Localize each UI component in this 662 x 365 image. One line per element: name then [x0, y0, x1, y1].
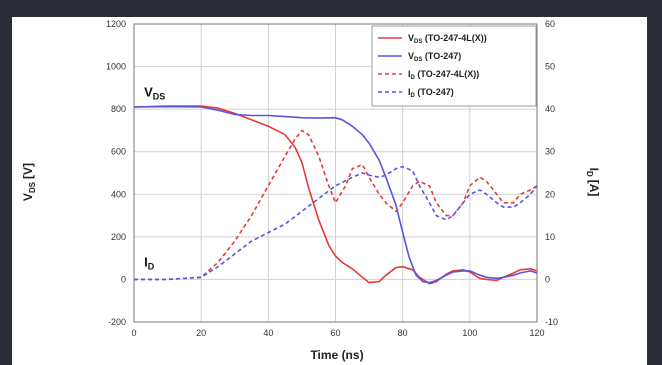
x-axis-label: Time (ns)	[310, 348, 363, 362]
y2-tick-label-4: 30	[545, 147, 555, 157]
legend-label-sub-3: D	[411, 93, 416, 99]
legend-label-rest-3: (TO-247)	[415, 87, 454, 97]
y-tick-label-3: 400	[111, 189, 126, 199]
chart-panel: 0 20 40 60 80 100 120 -200 0 200 400 600 800 1000 1200…	[12, 17, 647, 365]
legend-label-sub-1: DS	[414, 57, 422, 63]
axes	[133, 23, 538, 323]
x-tick-label-3: 60	[330, 328, 340, 338]
legend-label-main-1: V	[408, 51, 414, 61]
x-tick-label-2: 40	[263, 328, 273, 338]
y-tick-label-0: -200	[108, 317, 126, 327]
y2-axis-label-sub: D	[585, 171, 594, 177]
x-tick-label-5: 100	[462, 328, 477, 338]
x-tick-label-4: 80	[398, 328, 408, 338]
y-tick-label-2: 200	[111, 232, 126, 242]
y2-tick-label-7: 60	[545, 19, 555, 29]
x-tick-label-6: 120	[529, 328, 544, 338]
y2-axis-label-main: I	[587, 168, 601, 171]
y-axis-label-main: V	[21, 193, 35, 201]
y2-tick-label-2: 10	[545, 232, 555, 242]
y2-axis-label-unit: [A]	[587, 180, 601, 197]
y-tick-label-1: 0	[121, 274, 126, 284]
series-line-1	[133, 105, 538, 284]
annotation-sub-0: DS	[153, 91, 166, 101]
y-axis-label: VDS [V]	[21, 163, 37, 201]
legend-label-sub-0: DS	[414, 39, 422, 45]
annotations: VDS ID	[144, 84, 165, 271]
plot-frame	[133, 23, 538, 323]
legend-label-sub-2: D	[411, 75, 416, 81]
y-tick-label-7: 1200	[106, 19, 126, 29]
y-tick-label-4: 600	[111, 147, 126, 157]
legend-label-main-3: I	[408, 87, 411, 97]
y-axis-label-sub: DS	[28, 181, 37, 193]
series-line-3	[134, 165, 538, 281]
legend-box	[371, 25, 537, 107]
series-line-2	[134, 129, 538, 281]
y2-tick-label-3: 20	[545, 189, 555, 199]
tick-labels: 0 20 40 60 80 100 120-200020040060080010001200…	[106, 19, 558, 338]
annotation-main-1: I	[144, 255, 148, 270]
annotation-main-0: V	[144, 84, 153, 99]
annotation-0: VDS	[144, 84, 165, 101]
legend-label-main-2: I	[408, 69, 411, 79]
y2-tick-label-1: 0	[545, 274, 550, 284]
legend-label-0: VDS (TO-247-4L(X))	[408, 33, 487, 45]
legend-label-1: VDS (TO-247)	[408, 51, 461, 63]
legend-label-rest-2: (TO-247-4L(X))	[415, 69, 479, 79]
series-lines	[133, 105, 538, 285]
series-line-0	[133, 105, 538, 285]
chart: 0 20 40 60 80 100 120-200020040060080010001200…	[21, 19, 601, 362]
x-tick-label-0: 0	[131, 328, 136, 338]
y2-tick-label-5: 40	[545, 104, 555, 114]
y-axis-label-unit: [V]	[21, 163, 35, 179]
y-tick-label-6: 1000	[106, 62, 126, 72]
annotation-1: ID	[144, 255, 155, 272]
legend-label-rest-1: (TO-247)	[422, 51, 461, 61]
legend-label-main-0: V	[408, 33, 414, 43]
y-tick-label-5: 800	[111, 104, 126, 114]
y2-axis-label: ID [A]	[585, 168, 601, 197]
y2-tick-label-6: 50	[545, 62, 555, 72]
legend-label-2: ID (TO-247-4L(X))	[408, 69, 479, 81]
y2-tick-label-0: -10	[545, 317, 558, 327]
legend-label-rest-0: (TO-247-4L(X))	[422, 33, 486, 43]
legend: VDS (TO-247-4L(X))VDS (TO-247)ID (TO-247…	[371, 25, 537, 107]
annotation-sub-1: D	[148, 262, 155, 272]
x-tick-label-1: 20	[196, 328, 206, 338]
legend-label-3: ID (TO-247)	[408, 87, 454, 99]
